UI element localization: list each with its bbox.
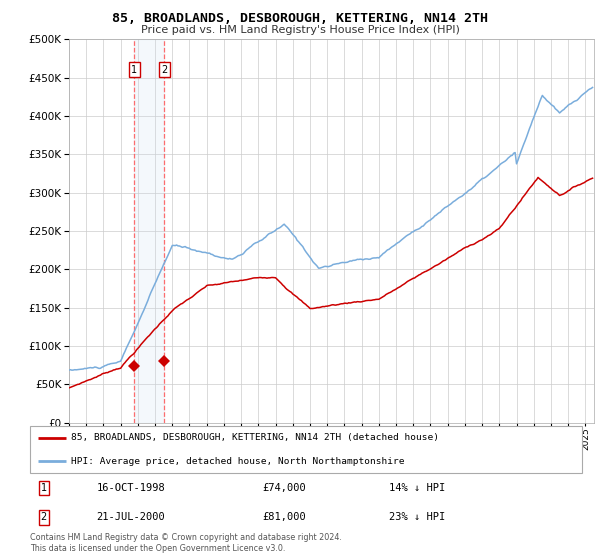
Text: 14% ↓ HPI: 14% ↓ HPI xyxy=(389,483,445,493)
Text: HPI: Average price, detached house, North Northamptonshire: HPI: Average price, detached house, Nort… xyxy=(71,457,405,466)
Text: £81,000: £81,000 xyxy=(262,512,305,522)
Text: 21-JUL-2000: 21-JUL-2000 xyxy=(96,512,165,522)
Text: 2: 2 xyxy=(161,65,167,75)
Text: 1: 1 xyxy=(131,65,137,75)
Text: 16-OCT-1998: 16-OCT-1998 xyxy=(96,483,165,493)
Text: 85, BROADLANDS, DESBOROUGH, KETTERING, NN14 2TH (detached house): 85, BROADLANDS, DESBOROUGH, KETTERING, N… xyxy=(71,433,439,442)
Text: £74,000: £74,000 xyxy=(262,483,305,493)
Text: 2: 2 xyxy=(41,512,47,522)
Text: Price paid vs. HM Land Registry's House Price Index (HPI): Price paid vs. HM Land Registry's House … xyxy=(140,25,460,35)
Text: 1: 1 xyxy=(41,483,47,493)
Text: 23% ↓ HPI: 23% ↓ HPI xyxy=(389,512,445,522)
Text: Contains HM Land Registry data © Crown copyright and database right 2024.
This d: Contains HM Land Registry data © Crown c… xyxy=(30,533,342,553)
Text: 85, BROADLANDS, DESBOROUGH, KETTERING, NN14 2TH: 85, BROADLANDS, DESBOROUGH, KETTERING, N… xyxy=(112,12,488,25)
Bar xyxy=(134,39,164,423)
